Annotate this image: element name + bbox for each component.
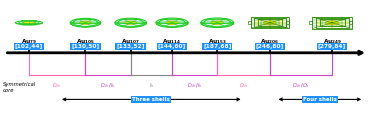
Ellipse shape: [156, 18, 187, 27]
Ellipse shape: [71, 19, 100, 27]
Text: $D_{5h}$: $D_{5h}$: [239, 81, 248, 90]
Ellipse shape: [263, 21, 276, 25]
Text: Symmetrical
core: Symmetrical core: [3, 82, 36, 93]
Ellipse shape: [124, 21, 137, 25]
Text: [279,84]: [279,84]: [318, 44, 346, 49]
Text: [187,68]: [187,68]: [203, 44, 231, 49]
Ellipse shape: [321, 20, 343, 26]
Text: $\mathbf{Au}$$_{\mathbf{114}}$: $\mathbf{Au}$$_{\mathbf{114}}$: [163, 37, 182, 46]
Text: Four shells: Four shells: [303, 97, 337, 102]
Ellipse shape: [21, 24, 37, 25]
Text: $\mathbf{Au}$$_{\mathbf{249}}$: $\mathbf{Au}$$_{\mathbf{249}}$: [322, 37, 342, 46]
Ellipse shape: [201, 18, 233, 27]
Text: [246,80]: [246,80]: [256, 44, 284, 49]
Ellipse shape: [16, 21, 42, 25]
Ellipse shape: [21, 20, 37, 21]
Text: [102,44]: [102,44]: [15, 44, 43, 49]
Text: $D_{5h}$/$I_{h}$: $D_{5h}$/$I_{h}$: [100, 81, 116, 90]
Text: [130,50]: [130,50]: [71, 44, 99, 49]
Ellipse shape: [116, 18, 146, 27]
Ellipse shape: [254, 18, 286, 27]
Text: [133,52]: [133,52]: [116, 44, 145, 49]
Ellipse shape: [79, 21, 91, 25]
Text: Three shells: Three shells: [132, 97, 170, 102]
Ellipse shape: [211, 21, 224, 25]
Text: $\mathbf{Au}$$_{\mathbf{105}}$: $\mathbf{Au}$$_{\mathbf{105}}$: [76, 37, 95, 46]
Text: $\mathbf{Au}$$_{\mathbf{107}}$: $\mathbf{Au}$$_{\mathbf{107}}$: [121, 37, 140, 46]
Ellipse shape: [166, 21, 178, 25]
Text: $I_{h}$: $I_{h}$: [149, 81, 154, 90]
Ellipse shape: [316, 18, 349, 28]
Text: $D_{5h}$/$I_{h}$: $D_{5h}$/$I_{h}$: [187, 81, 202, 90]
Text: $\mathbf{Au}$$_{\mathbf{79}}$: $\mathbf{Au}$$_{\mathbf{79}}$: [21, 37, 37, 46]
Text: $\mathbf{Au}$$_{\mathbf{206}}$: $\mathbf{Au}$$_{\mathbf{206}}$: [260, 37, 280, 46]
Text: $D_{5h}$/$O_{h}$: $D_{5h}$/$O_{h}$: [292, 81, 310, 90]
Ellipse shape: [260, 20, 280, 26]
Text: $D_{5h}$: $D_{5h}$: [52, 81, 62, 90]
Text: $\mathbf{Au}$$_{\mathbf{153}}$: $\mathbf{Au}$$_{\mathbf{153}}$: [208, 37, 227, 46]
Text: [144,60]: [144,60]: [158, 44, 186, 49]
Ellipse shape: [325, 21, 339, 25]
Ellipse shape: [23, 22, 35, 24]
